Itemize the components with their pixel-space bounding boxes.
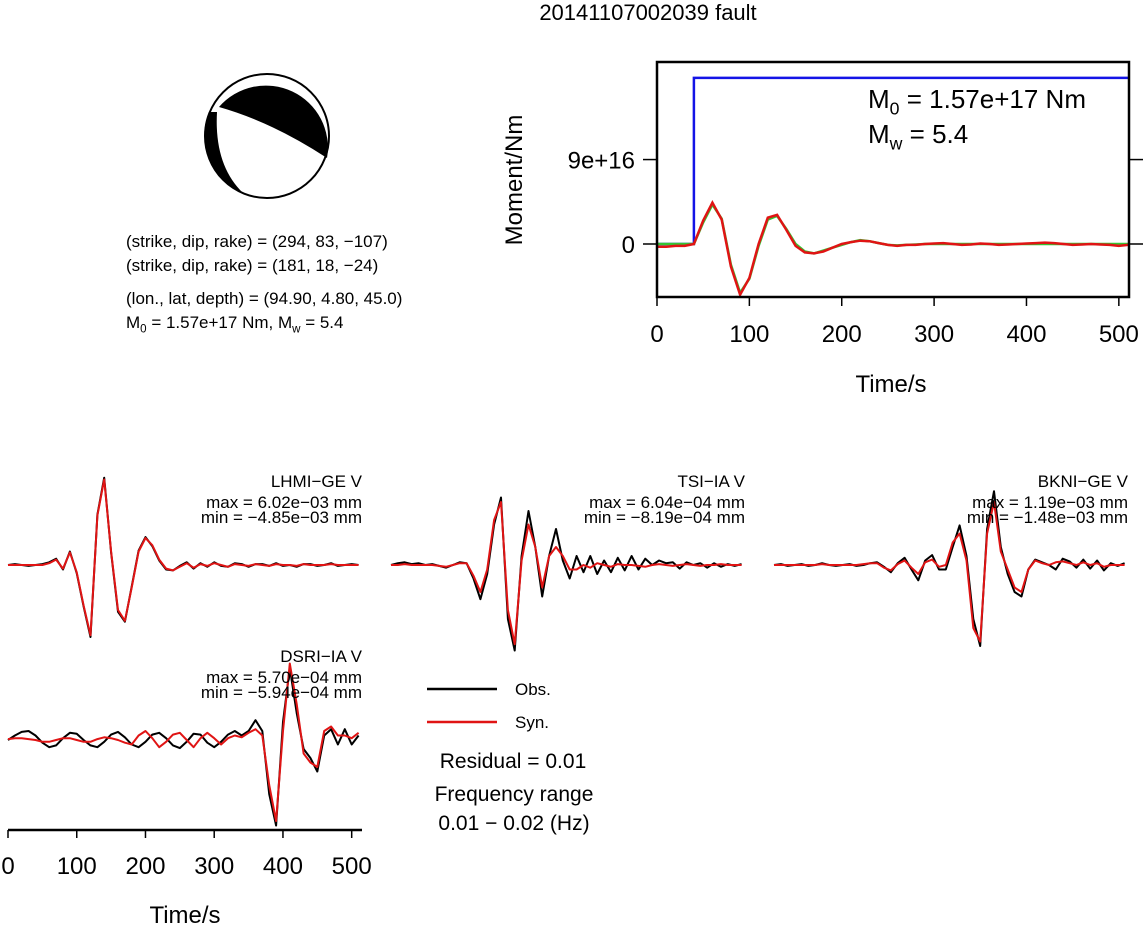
max-label: max = 1.19e−03 mm: [972, 493, 1128, 512]
frequency-range: 0.01 − 0.02 (Hz): [438, 812, 589, 835]
subscript: 0: [890, 99, 900, 119]
text-piece: = 5.4: [902, 119, 968, 149]
subscript: 0: [140, 323, 146, 335]
figure-title: 20141107002039 fault: [539, 0, 756, 25]
min-label: min = −1.48e−03 mm: [967, 508, 1128, 527]
x-tick-label: 400: [263, 853, 303, 880]
min-label: min = −8.19e−04 mm: [584, 508, 745, 527]
moment-annotation: M0 = 1.57e+17 Nm: [868, 84, 1086, 119]
synthetic-trace: [8, 478, 359, 637]
beachball: [204, 73, 330, 199]
moment-line: M0 = 1.57e+17 Nm, Mw = 5.4: [126, 313, 343, 335]
mechanism-line: (strike, dip, rake) = (181, 18, −24): [126, 256, 378, 275]
y-tick-label: 0: [622, 232, 635, 259]
x-axis-label: Time/s: [855, 371, 926, 398]
x-tick-label: 100: [729, 321, 769, 348]
station-label: DSRI−IA V: [280, 647, 362, 666]
min-label: min = −5.94e−04 mm: [201, 683, 362, 702]
frequency-range: Frequency range: [435, 783, 594, 806]
station-label: LHMI−GE V: [271, 472, 363, 491]
synthetic-trace: [7, 662, 360, 822]
x-tick-label: 200: [125, 853, 165, 880]
x-tick-label: 500: [332, 853, 372, 880]
max-label: max = 6.04e−04 mm: [589, 493, 745, 512]
x-tick-label: 0: [1, 853, 14, 880]
moment-curve: [657, 200, 1129, 298]
x-axis-label: Time/s: [149, 902, 220, 926]
text-piece: = 1.57e+17 Nm: [900, 84, 1086, 114]
plot-frame: [655, 60, 1131, 299]
compressional-quadrant: [204, 112, 243, 193]
x-tick-label: 0: [650, 321, 663, 348]
legend-label: Obs.: [515, 680, 551, 699]
station-label: BKNI−GE V: [1038, 472, 1129, 491]
moment-annotation: Mw = 5.4: [868, 119, 968, 154]
x-tick-label: 300: [914, 321, 954, 348]
x-tick-label: 100: [57, 853, 97, 880]
residual: Residual = 0.01: [440, 750, 587, 773]
min-label: min = −4.85e−03 mm: [201, 508, 362, 527]
text-piece: M: [868, 84, 890, 114]
subscript: w: [889, 134, 903, 154]
subscript: w: [291, 323, 301, 335]
y-axis-label: Moment/Nm: [501, 115, 528, 246]
x-tick-label: 500: [1099, 321, 1139, 348]
max-label: max = 6.02e−03 mm: [206, 493, 362, 512]
text-piece: = 5.4: [300, 313, 343, 332]
mechanism-line: (lon., lat, depth) = (94.90, 4.80, 45.0): [126, 289, 402, 308]
compressional-quadrant: [219, 85, 328, 158]
station-label: TSI−IA V: [677, 472, 745, 491]
synthetic-trace: [391, 501, 742, 646]
max-label: max = 5.70e−04 mm: [206, 668, 362, 687]
x-tick-label: 300: [194, 853, 234, 880]
text-piece: M: [868, 119, 890, 149]
legend-label: Syn.: [515, 713, 549, 732]
y-tick-label: 9e+16: [568, 148, 635, 175]
text-piece: = 1.57e+17 Nm, M: [147, 313, 293, 332]
synthetic-trace: [774, 501, 1125, 643]
mechanism-line: (strike, dip, rake) = (294, 83, −107): [126, 232, 388, 251]
x-tick-label: 400: [1006, 321, 1046, 348]
text-piece: M: [126, 313, 140, 332]
x-tick-label: 200: [822, 321, 862, 348]
